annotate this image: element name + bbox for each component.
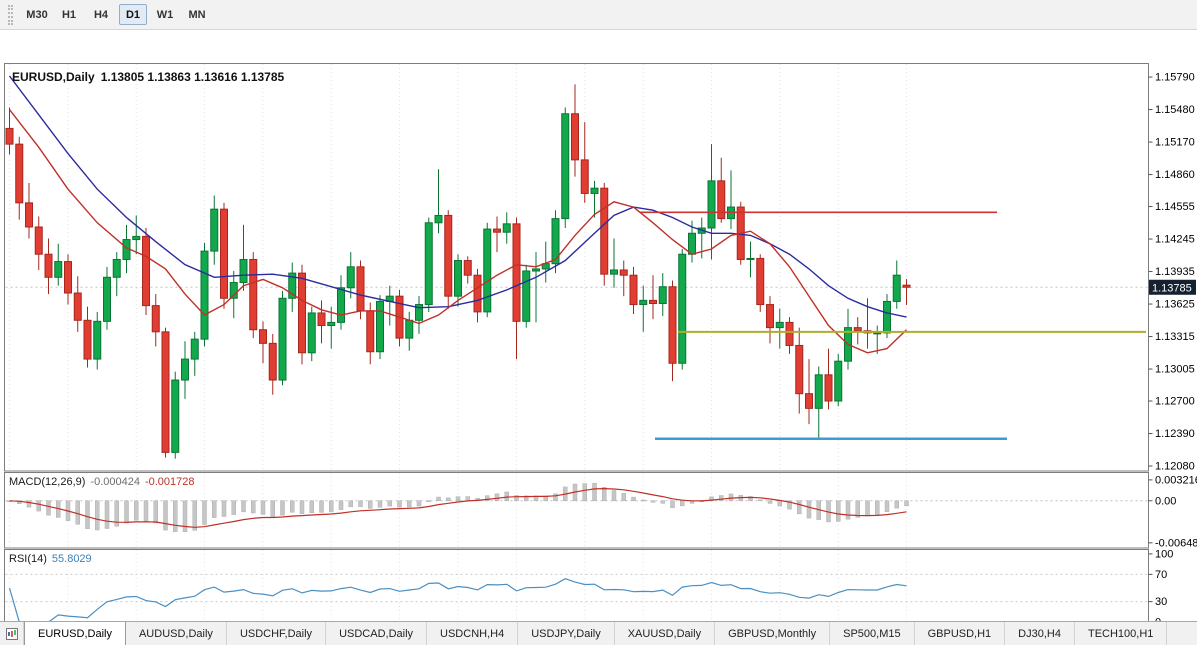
rsi-pane[interactable]: 10070300 (0, 549, 1197, 627)
chart-symbol-period: EURUSD,Daily (12, 70, 95, 84)
tab-usdcad-daily[interactable]: USDCAD,Daily (326, 622, 428, 645)
macd-axis-label: 0.003216 (1155, 474, 1197, 486)
tab-xauusd-daily[interactable]: XAUUSD,Daily (615, 622, 716, 645)
tab-eurusd-daily[interactable]: EURUSD,Daily (24, 622, 126, 645)
macd-pane[interactable]: 0.003216 0.00 -0.00648 (0, 472, 1197, 549)
price-axis-label: 1.13315 (1155, 331, 1195, 343)
timeframe-h4-button[interactable]: H4 (93, 8, 109, 21)
timeframe-m30-button[interactable]: M30 (26, 8, 48, 21)
rsi-axis-label: 30 (1155, 596, 1167, 608)
tab-audusd-daily[interactable]: AUDUSD,Daily (126, 622, 227, 645)
macd-label: MACD(12,26,9) -0.000424 -0.001728 (9, 476, 195, 488)
price-axis-label: 1.12390 (1155, 428, 1195, 440)
rsi-axis-label: 70 (1155, 569, 1167, 581)
tab-gbpusd-monthly[interactable]: GBPUSD,Monthly (715, 622, 831, 645)
price-axis-label: 1.15480 (1155, 104, 1195, 116)
ma-red-line (8, 109, 907, 354)
timeframe-w1-button[interactable]: W1 (156, 8, 174, 21)
ma-blue-line (8, 75, 907, 318)
chart-title: EURUSD,Daily 1.13805 1.13863 1.13616 1.13… (12, 70, 284, 84)
current-price-badge (1149, 279, 1196, 295)
tab-usdjpy-daily[interactable]: USDJPY,Daily (518, 622, 615, 645)
tab-gbpusd-h1[interactable]: GBPUSD,H1 (915, 622, 1006, 645)
price-axis-label: 1.13005 (1155, 364, 1195, 376)
price-axis-label: 1.14245 (1155, 234, 1195, 246)
tab-usdchf-daily[interactable]: USDCHF,Daily (227, 622, 327, 645)
price-axis-label: 1.15790 (1155, 72, 1195, 84)
tab-usdcnh-h4[interactable]: USDCNH,H4 (427, 622, 519, 645)
main-price-pane[interactable]: 1.15790 1.15480 1.15170 1.14860 1.14555 1.142… (0, 63, 1197, 472)
macd-main-value: -0.000424 (90, 476, 140, 488)
rsi-name: RSI(14) (9, 553, 47, 565)
svg-text:1.13785: 1.13785 (1152, 282, 1192, 294)
timeframe-d1-button[interactable]: D1 (119, 4, 147, 25)
rsi-plot-frame (4, 549, 1149, 626)
macd-axis-label: -0.00648 (1155, 537, 1197, 549)
rsi-label: RSI(14) 55.8029 (9, 553, 92, 565)
rsi-value: 55.8029 (51, 553, 92, 565)
chart-ohlc-values: 1.13805 1.13863 1.13616 1.13785 (100, 70, 285, 84)
price-axis-label: 1.12080 (1155, 461, 1195, 472)
price-axis-label: 1.13625 (1155, 299, 1195, 311)
candles-group (5, 84, 911, 459)
macd-histogram (7, 482, 909, 533)
macd-axis-label: 0.00 (1155, 495, 1176, 507)
tab-sp500-m15[interactable]: SP500,M15 (830, 622, 915, 645)
tab-tech100-h1[interactable]: TECH100,H1 (1075, 622, 1168, 645)
price-axis-label: 1.12700 (1155, 396, 1195, 408)
price-axis-label: 1.14860 (1155, 169, 1195, 181)
chart-window: 1.15790 1.15480 1.15170 1.14860 1.14555 1.142… (0, 30, 1197, 644)
timeframe-mn-button[interactable]: MN (188, 8, 206, 21)
price-axis-label: 1.14555 (1155, 201, 1195, 213)
rsi-axis-label: 100 (1155, 549, 1173, 560)
chart-window-icon[interactable] (0, 622, 24, 645)
rsi-line (8, 578, 907, 623)
toolbar-grip[interactable] (8, 4, 13, 25)
tab-dj30-h4[interactable]: DJ30,H4 (1005, 622, 1075, 645)
timeframe-toolbar: M30 H1 H4 D1 W1 MN (0, 0, 1197, 30)
timeframe-h1-button[interactable]: H1 (61, 8, 77, 21)
macd-signal-line (9, 487, 907, 528)
macd-name: MACD(12,26,9) (9, 476, 86, 488)
macd-signal-value: -0.001728 (144, 476, 195, 488)
price-axis-label: 1.15170 (1155, 137, 1195, 149)
mini-chart-icon (5, 627, 18, 640)
price-axis-label: 1.13935 (1155, 266, 1195, 278)
chart-tabs-bar: EURUSD,Daily AUDUSD,Daily USDCHF,Daily U… (0, 621, 1197, 645)
